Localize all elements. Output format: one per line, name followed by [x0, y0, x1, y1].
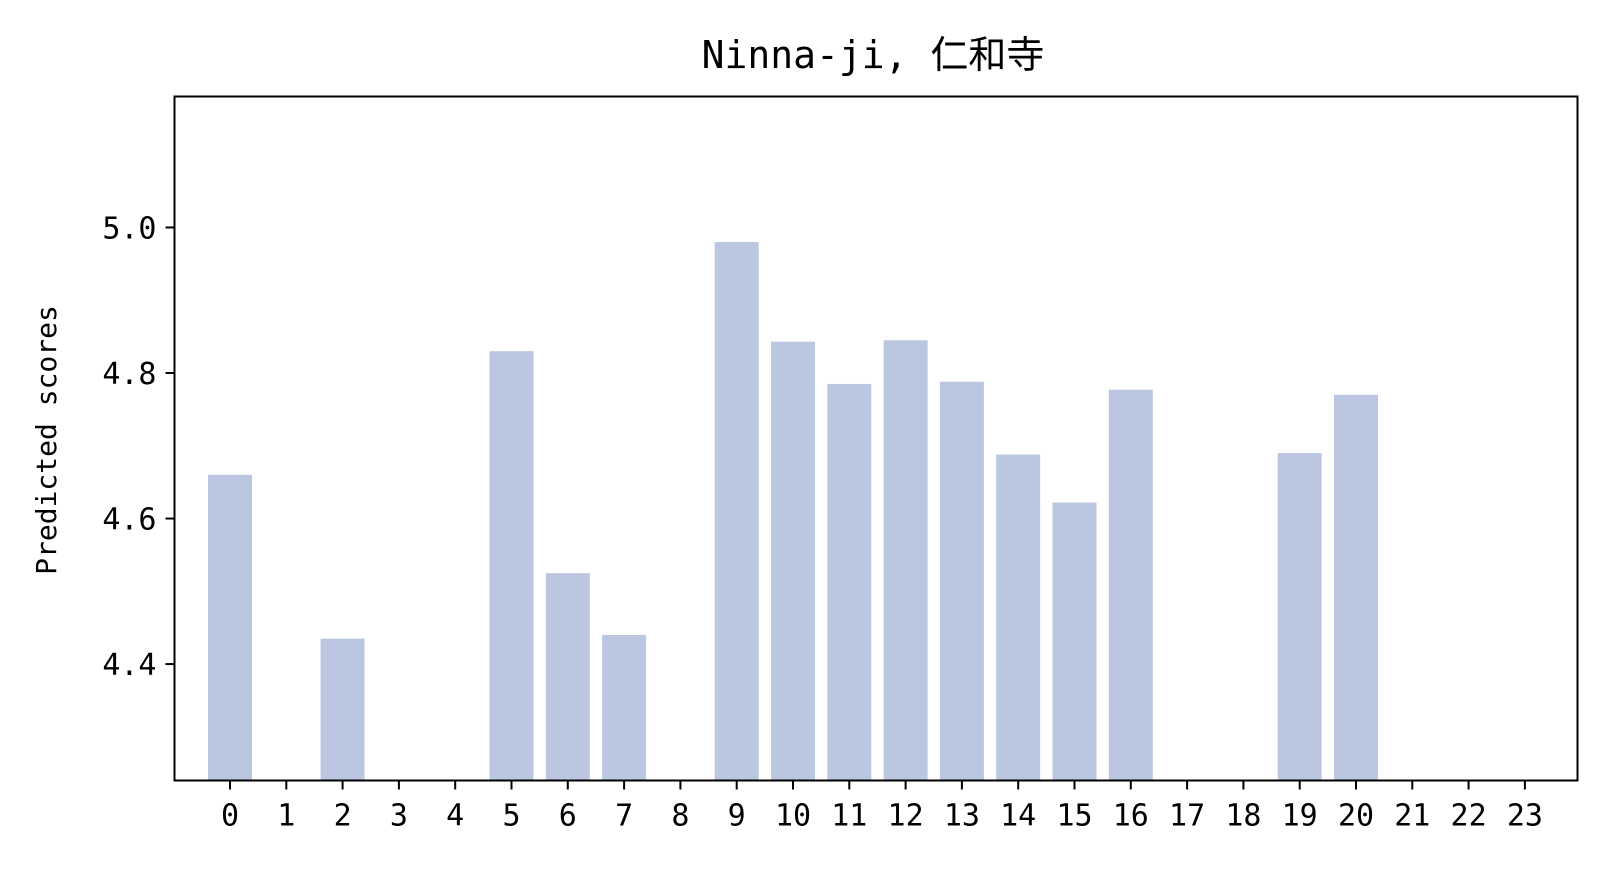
y-tick-label-4.8: 4.8 [102, 357, 156, 392]
bar-13 [940, 382, 984, 781]
x-tick-label-21: 21 [1394, 799, 1430, 834]
bar-7 [602, 635, 646, 781]
x-tick-label-4: 4 [446, 799, 464, 834]
x-tick-label-9: 9 [728, 799, 746, 834]
bar-10 [771, 342, 815, 781]
x-tick-label-14: 14 [1000, 799, 1036, 834]
x-tick-label-10: 10 [775, 799, 811, 834]
bar-19 [1278, 453, 1322, 780]
x-tick-label-1: 1 [277, 799, 295, 834]
x-tick-label-18: 18 [1225, 799, 1261, 834]
bar-6 [546, 573, 590, 780]
x-tick-label-17: 17 [1169, 799, 1205, 834]
x-tick-label-2: 2 [334, 799, 352, 834]
x-tick-label-5: 5 [502, 799, 520, 834]
y-axis-label: Predicted scores [30, 305, 63, 575]
y-tick-label-4.4: 4.4 [102, 648, 156, 683]
x-tick-label-3: 3 [390, 799, 408, 834]
bar-14 [996, 455, 1040, 781]
y-tick-label-5.0: 5.0 [102, 211, 156, 246]
x-tick-label-13: 13 [944, 799, 980, 834]
x-tick-label-6: 6 [559, 799, 577, 834]
bar-15 [1053, 503, 1097, 781]
x-tick-label-22: 22 [1451, 799, 1487, 834]
bar-20 [1334, 395, 1378, 781]
y-tick-label-4.6: 4.6 [102, 503, 156, 538]
x-tick-label-11: 11 [831, 799, 867, 834]
x-tick-label-12: 12 [888, 799, 924, 834]
bar-5 [490, 351, 534, 780]
x-tick-label-20: 20 [1338, 799, 1374, 834]
bar-11 [827, 384, 871, 781]
x-ticks-layer: 0 1 2 3 4 5 6 7 8 9 10 11 12 13 14 15 16 17 18 19 20 21 22 23 [221, 781, 1543, 834]
bar-12 [884, 340, 928, 780]
x-tick-label-8: 8 [671, 799, 689, 834]
x-tick-label-0: 0 [221, 799, 239, 834]
bar-16 [1109, 390, 1153, 781]
y-ticks-layer: 4.4 4.6 4.8 5.0 [102, 211, 174, 683]
x-tick-label-15: 15 [1056, 799, 1092, 834]
x-tick-label-19: 19 [1282, 799, 1318, 834]
bars-layer [208, 242, 1378, 780]
x-tick-label-23: 23 [1507, 799, 1543, 834]
bar-2 [321, 639, 365, 781]
x-tick-label-7: 7 [615, 799, 633, 834]
chart-title: Ninna-ji, 仁和寺 [702, 33, 1045, 77]
x-tick-label-16: 16 [1113, 799, 1149, 834]
bar-0 [208, 475, 252, 781]
bar-9 [715, 242, 759, 780]
